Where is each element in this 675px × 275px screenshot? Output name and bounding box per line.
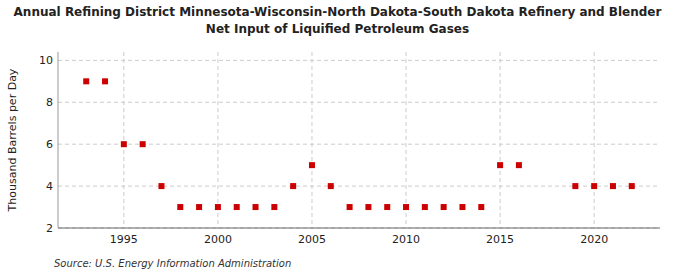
point	[234, 204, 240, 210]
y-tick-label: 10	[39, 54, 53, 67]
point	[215, 204, 221, 210]
point	[196, 204, 202, 210]
y-tick-label: 8	[46, 96, 53, 109]
grid-line-y	[58, 144, 660, 145]
y-axis-line	[58, 52, 59, 228]
chart: Annual Refining District Minnesota-Wisco…	[0, 0, 675, 275]
grid-line-y	[58, 186, 660, 187]
grid-line-x	[500, 52, 501, 228]
point	[441, 204, 447, 210]
grid-line-x	[594, 52, 595, 228]
y-axis-label: Thousand Barrels per Day	[6, 68, 19, 212]
grid-line-y	[58, 102, 660, 103]
point	[83, 78, 89, 84]
source-note: Source: U.S. Energy Information Administ…	[54, 258, 291, 269]
subtitle: Net Input of Liquified Petroleum Gases	[206, 22, 469, 36]
point	[102, 78, 108, 84]
point	[591, 183, 597, 189]
point	[140, 141, 146, 147]
point	[629, 183, 635, 189]
grid	[58, 52, 660, 228]
x-tick-label: 2000	[204, 233, 232, 246]
grid-line-x	[217, 52, 218, 228]
point	[610, 183, 616, 189]
grid-line-x	[311, 52, 312, 228]
point	[572, 183, 578, 189]
point	[271, 204, 277, 210]
point	[158, 183, 164, 189]
point	[403, 204, 409, 210]
point	[253, 204, 259, 210]
point	[290, 183, 296, 189]
point	[347, 204, 353, 210]
point	[121, 141, 127, 147]
point	[497, 162, 503, 168]
point	[478, 204, 484, 210]
point	[422, 204, 428, 210]
point	[328, 183, 334, 189]
grid-line-x	[123, 52, 124, 228]
point	[384, 204, 390, 210]
y-tick-label: 6	[46, 138, 53, 151]
x-tick-label: 2005	[298, 233, 326, 246]
point	[177, 204, 183, 210]
x-axis-line	[58, 228, 660, 229]
x-tick-label: 1995	[110, 233, 138, 246]
title: Annual Refining District Minnesota-Wisco…	[14, 5, 662, 19]
point	[309, 162, 315, 168]
point	[459, 204, 465, 210]
grid-line-y	[58, 228, 660, 229]
y-tick-label: 2	[46, 222, 53, 235]
points	[83, 78, 635, 210]
x-tick-label: 2020	[580, 233, 608, 246]
x-tick-label: 2015	[486, 233, 514, 246]
grid-line-x	[406, 52, 407, 228]
point	[516, 162, 522, 168]
point	[365, 204, 371, 210]
y-tick-label: 4	[46, 180, 53, 193]
grid-line-y	[58, 60, 660, 61]
x-tick-label: 2010	[392, 233, 420, 246]
